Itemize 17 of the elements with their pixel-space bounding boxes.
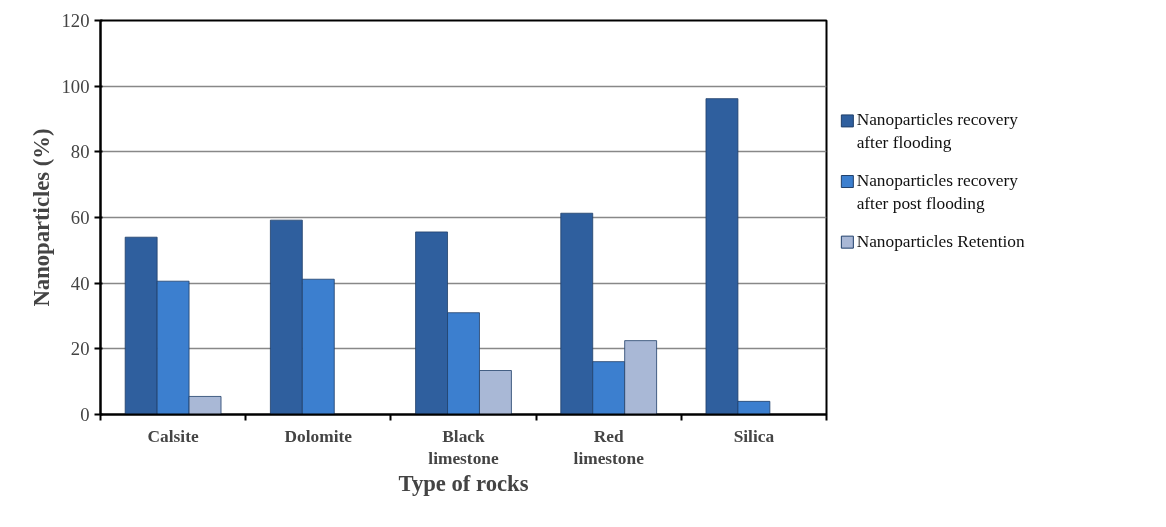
x-tick-label: Dolomite <box>284 426 353 446</box>
legend-label: Nanoparticles Retention <box>856 231 1025 251</box>
y-tick-label: 80 <box>70 141 90 163</box>
y-axis-title: Nanoparticles (%) <box>28 128 54 307</box>
y-tick-label: 60 <box>70 207 90 228</box>
legend-label: Nanoparticles recovery after flooding <box>856 110 1019 153</box>
y-tick-label: 0 <box>80 404 90 425</box>
x-tick-label: Silica <box>733 426 775 446</box>
x-tick-label: Red limestone <box>573 426 645 469</box>
x-axis-title: Type of rocks <box>398 471 529 497</box>
legend-label: Nanoparticles recovery after post flooding <box>856 171 1019 213</box>
y-tick-label: 100 <box>61 75 90 97</box>
x-tick-label: Black limestone <box>428 426 499 469</box>
x-tick-label: Calsite <box>147 426 199 446</box>
y-tick-label: 120 <box>61 10 90 31</box>
y-tick-label: 40 <box>70 272 90 294</box>
y-tick-label: 20 <box>70 338 90 360</box>
